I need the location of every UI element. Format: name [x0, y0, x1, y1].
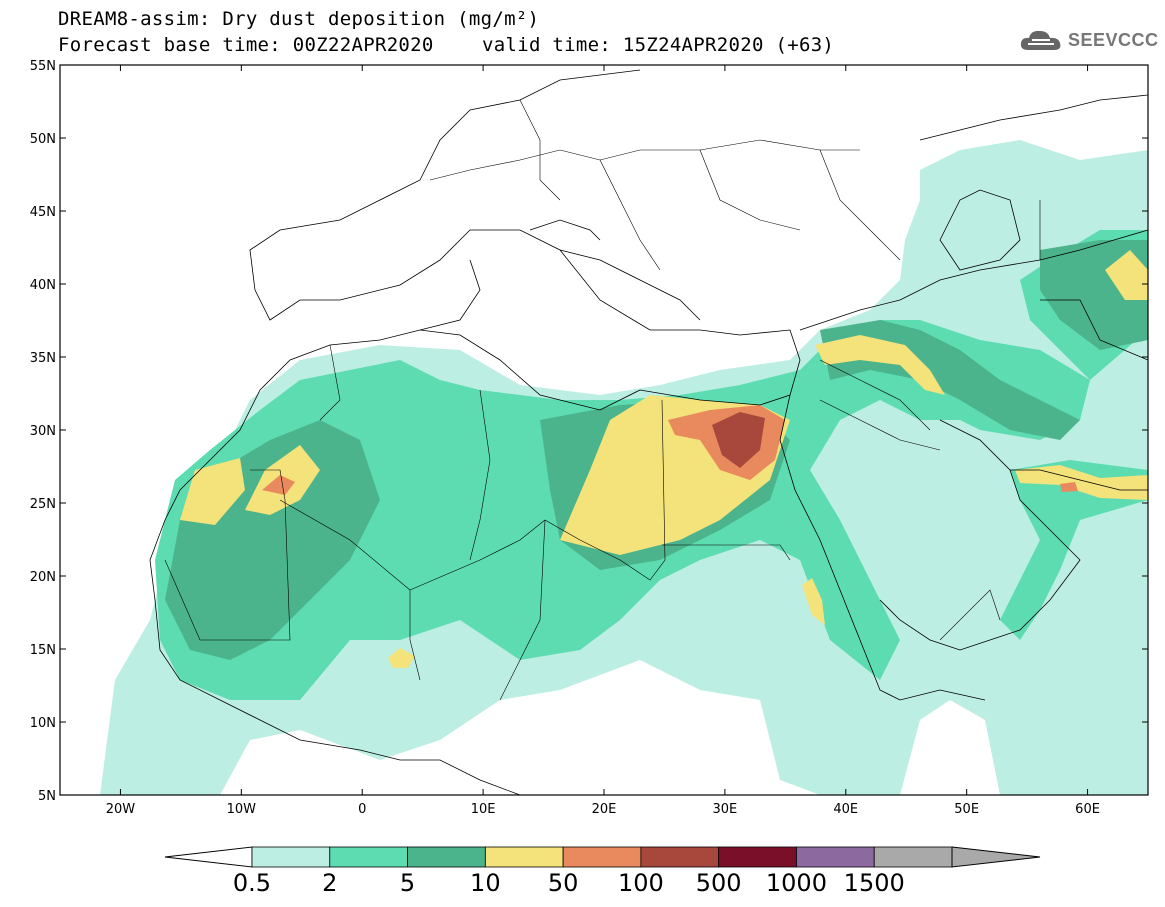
dust-level-100-egypt: [712, 412, 765, 468]
dust-level-10-iraq: [815, 335, 945, 395]
colorbar-swatch: [251, 846, 331, 868]
lon-label-60E: 60E: [1075, 802, 1100, 817]
longitude-labels: 20W 10W 0 10E 20E 30E 40E 50E 60E: [106, 65, 1100, 817]
logo-text: SEEVCCC: [1068, 30, 1159, 50]
colorbar-swatch: [873, 846, 953, 868]
dust-level-10-niger: [388, 648, 415, 668]
lon-label-20E: 20E: [592, 802, 617, 817]
colorbar-label: 1000: [766, 869, 827, 897]
lon-label-50E: 50E: [954, 802, 979, 817]
country-borders: [164, 99, 1041, 701]
lat-label-35N: 35N: [30, 351, 56, 366]
colorbar-swatch: [640, 846, 720, 868]
lat-label-30N: 30N: [30, 424, 56, 439]
dust-level-10-red: [802, 578, 825, 625]
lat-label-25N: 25N: [30, 497, 56, 512]
colorbar: 0.5 2 5 10 50 100 500 1000 1500: [164, 846, 1041, 897]
coastlines: [149, 69, 1148, 795]
cloud-logo-icon: [1020, 30, 1061, 50]
colorbar-label: 5: [400, 869, 415, 897]
colorbar-max-arrow: [951, 846, 1041, 868]
dust-level-10-gulf: [1015, 465, 1148, 500]
lat-label-40N: 40N: [30, 278, 56, 293]
colorbar-swatch: [329, 846, 408, 868]
dust-level-50-gulf: [1060, 482, 1078, 492]
dust-level-50-west: [262, 475, 295, 495]
valid-time: valid time: 15Z24APR2020 (+63): [482, 34, 835, 56]
lon-label-20W: 20W: [106, 802, 136, 817]
colorbar-swatch: [796, 846, 875, 868]
colorbar-label: 50: [548, 869, 579, 897]
lat-label-15N: 15N: [30, 643, 56, 658]
latitude-labels: 55N 50N 45N 40N 35N 30N 25N 20N 15N 10N 5N: [30, 59, 1148, 804]
colorbar-label: 10: [470, 869, 501, 897]
colorbar-min-arrow: [164, 846, 253, 868]
colorbar-swatch: [407, 846, 486, 868]
lat-label-45N: 45N: [30, 205, 56, 220]
colorbar-label: 2: [322, 869, 337, 897]
lon-label-0: 0: [358, 802, 366, 817]
lat-label-50N: 50N: [30, 132, 56, 147]
lat-label-55N: 55N: [30, 59, 56, 74]
dust-level-10-caspian: [1105, 250, 1148, 300]
colorbar-swatch: [562, 846, 642, 868]
colorbar-label: 0.5: [233, 869, 271, 897]
lon-label-40E: 40E: [833, 802, 858, 817]
colorbar-label: 1500: [844, 869, 905, 897]
lon-label-10W: 10W: [227, 802, 257, 817]
map-title: DREAM8-assim: Dry dust deposition (mg/m²…: [58, 8, 540, 30]
colorbar-swatch: [718, 846, 797, 868]
colorbar-label: 100: [618, 869, 664, 897]
lat-label-10N: 10N: [30, 716, 56, 731]
lat-label-20N: 20N: [30, 570, 56, 585]
lon-label-10E: 10E: [471, 802, 496, 817]
colorbar-label: 500: [696, 869, 742, 897]
lat-label-5N: 5N: [38, 789, 56, 804]
dust-level-2-east: [1000, 460, 1148, 640]
forecast-base-time: Forecast base time: 00Z22APR2020: [58, 34, 434, 56]
dust-field: [100, 140, 1148, 795]
lon-label-30E: 30E: [713, 802, 738, 817]
colorbar-swatch: [484, 846, 564, 868]
dust-level-10-west: [180, 458, 245, 525]
